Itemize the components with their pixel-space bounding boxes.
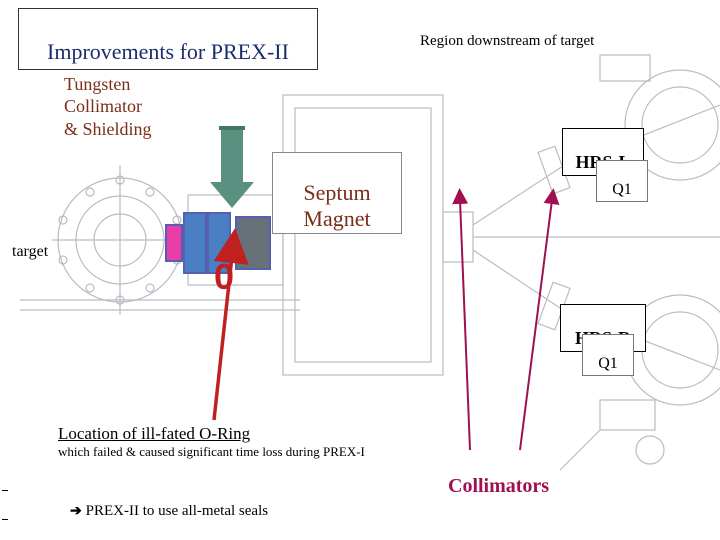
zero-label: 0 (214, 214, 234, 298)
region-label: Region downstream of target (420, 16, 594, 50)
oring-sub: which failed & caused significant time l… (58, 444, 365, 460)
target-label: target (8, 224, 52, 262)
oring-title: Location of ill-fated O-Ring (58, 424, 365, 444)
title-box: Improvements for PREX-II (18, 8, 318, 70)
collimators-label: Collimators (448, 452, 549, 498)
block-blue-l (183, 212, 207, 274)
tungsten-label: Tungsten Collimator & Shielding (64, 50, 152, 140)
oring-note: Location of ill-fated O-Ring which faile… (58, 424, 365, 460)
q1-bot-box: Q1 (582, 334, 634, 376)
block-grey (235, 216, 271, 270)
block-pink (165, 224, 183, 262)
q1-top-box: Q1 (596, 160, 648, 202)
septum-box: Septum Magnet (272, 152, 402, 234)
